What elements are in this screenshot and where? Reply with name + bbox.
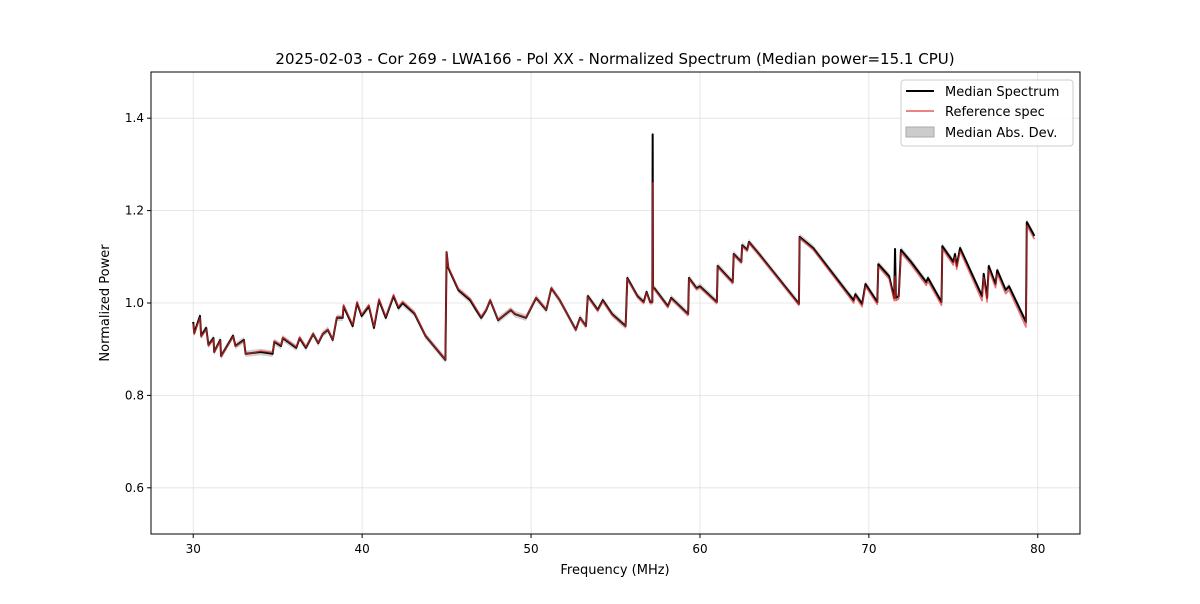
legend-reference-label: Reference spec xyxy=(945,105,1045,120)
legend: Median Spectrum Reference spec Median Ab… xyxy=(900,79,1074,147)
chart-title: 2025-02-03 - Cor 269 - LWA166 - Pol XX -… xyxy=(275,50,954,68)
x-axis: 30 40 50 60 70 80 xyxy=(186,534,1045,556)
y-tick-label: 0.8 xyxy=(125,388,144,402)
y-tick-label: 1.0 xyxy=(125,296,144,310)
legend-frame xyxy=(900,79,1074,147)
x-tick-label: 50 xyxy=(523,542,538,556)
legend-median-label: Median Spectrum xyxy=(945,85,1059,100)
reference-spectrum-line xyxy=(192,182,1036,361)
plot-area xyxy=(192,131,1036,364)
x-tick-label: 60 xyxy=(692,542,707,556)
x-tick-label: 80 xyxy=(1030,542,1045,556)
x-tick-label: 40 xyxy=(354,542,369,556)
x-axis-label: Frequency (MHz) xyxy=(560,563,669,578)
legend-mad-patch xyxy=(905,126,935,138)
x-tick-label: 70 xyxy=(861,542,876,556)
x-tick-label: 30 xyxy=(186,542,201,556)
y-tick-label: 1.2 xyxy=(125,204,144,218)
y-tick-label: 1.4 xyxy=(125,111,144,125)
y-axis: 0.6 0.8 1.0 1.2 1.4 xyxy=(125,111,151,495)
y-axis-label: Normalized Power xyxy=(98,244,113,362)
legend-mad-label: Median Abs. Dev. xyxy=(945,126,1057,141)
y-tick-label: 0.6 xyxy=(125,481,144,495)
